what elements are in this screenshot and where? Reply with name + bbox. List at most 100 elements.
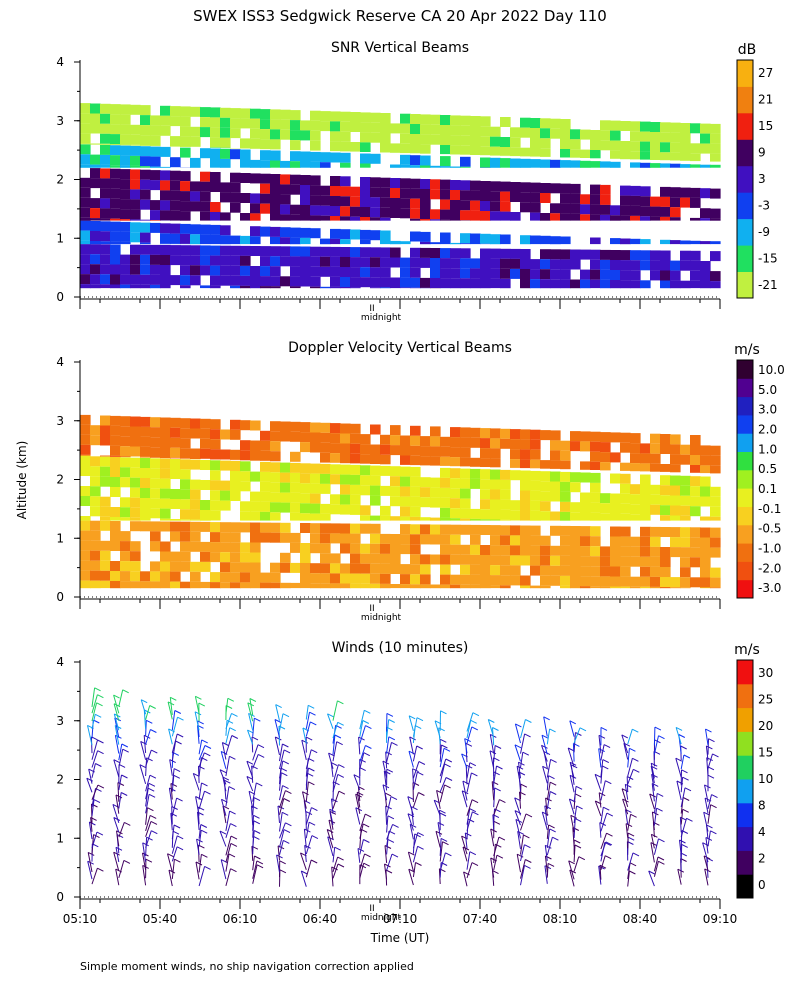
heatmap-cell	[630, 587, 641, 589]
wind-barb	[627, 777, 628, 793]
wind-barb-flag	[525, 720, 531, 723]
heatmap-cell	[330, 229, 341, 239]
heatmap-cell	[390, 544, 401, 554]
heatmap-cell	[250, 512, 261, 521]
heatmap-cell	[330, 176, 341, 186]
heatmap-cell	[80, 571, 91, 581]
wind-barb	[413, 793, 418, 808]
x-tick-label: 05:40	[143, 912, 178, 926]
heatmap-cell	[480, 259, 491, 269]
heatmap-cell	[480, 428, 491, 438]
heatmap-cell	[490, 137, 501, 147]
heatmap-cell	[440, 166, 451, 168]
wind-barb	[92, 868, 97, 884]
wind-barb-flag	[177, 798, 183, 801]
heatmap-cell	[200, 235, 211, 245]
heatmap-cell	[440, 535, 451, 545]
wind-barb-flag	[257, 861, 263, 864]
heatmap-cell	[120, 457, 131, 467]
heatmap-cell	[120, 232, 131, 242]
heatmap-cell	[170, 171, 181, 181]
heatmap-cell	[160, 167, 171, 168]
wind-barb-flag	[97, 703, 103, 706]
heatmap-cell	[240, 511, 251, 520]
heatmap-cell	[480, 126, 491, 136]
heatmap-cell	[510, 545, 521, 555]
heatmap-cell	[280, 473, 291, 483]
heatmap-cell	[460, 116, 471, 126]
heatmap-cell	[150, 561, 161, 571]
heatmap-cell	[200, 245, 211, 255]
heatmap-cell	[270, 472, 281, 482]
heatmap-cell	[190, 265, 201, 275]
heatmap-cell	[660, 217, 671, 221]
heatmap-cell	[160, 479, 171, 489]
heatmap-cell	[100, 168, 111, 178]
heatmap-cell	[700, 218, 711, 220]
wind-barb-flag	[253, 836, 259, 839]
heatmap-cell	[430, 209, 441, 219]
heatmap-cell	[330, 153, 341, 163]
heatmap-cell	[700, 445, 711, 455]
heatmap-cell	[100, 497, 111, 507]
heatmap-cell	[470, 191, 481, 201]
heatmap-cell	[680, 188, 691, 198]
heatmap-cell	[270, 421, 281, 431]
wind-barb-flag	[388, 839, 394, 842]
heatmap-cell	[590, 215, 601, 221]
heatmap-cell	[560, 269, 571, 279]
heatmap-cell	[130, 245, 141, 255]
heatmap-cell	[420, 209, 431, 219]
heatmap-cell	[200, 255, 211, 265]
heatmap-cell	[380, 564, 391, 574]
heatmap-cell	[250, 160, 261, 168]
heatmap-cell	[190, 419, 201, 429]
heatmap-cell	[480, 499, 491, 509]
heatmap-cell	[280, 563, 291, 573]
heatmap-cell	[620, 186, 631, 196]
heatmap-cell	[600, 250, 611, 260]
heatmap-cell	[370, 247, 381, 257]
heatmap-cell	[400, 497, 411, 507]
heatmap-cell	[450, 135, 461, 145]
heatmap-cell	[450, 555, 461, 565]
heatmap-cell	[510, 510, 521, 520]
heatmap-cell	[370, 207, 381, 217]
heatmap-cell	[400, 278, 411, 288]
heatmap-cell	[460, 190, 471, 200]
heatmap-cell	[350, 267, 361, 277]
heatmap-cell	[420, 199, 431, 209]
wind-barb-flag	[713, 754, 719, 757]
wind-barb-flag	[495, 746, 501, 749]
heatmap-cell	[670, 197, 681, 207]
heatmap-cell	[200, 522, 211, 532]
wind-barb	[677, 781, 681, 800]
heatmap-cell	[600, 503, 611, 513]
heatmap-cell	[280, 227, 291, 237]
heatmap-cell	[320, 523, 331, 533]
heatmap-cell	[300, 228, 311, 238]
heatmap-cell	[480, 458, 491, 467]
colorbar-tick-label: 15	[758, 746, 773, 760]
heatmap-cell	[710, 446, 721, 456]
heatmap-cell	[250, 492, 261, 502]
heatmap-cell	[590, 280, 601, 288]
wind-barb-flag	[306, 737, 312, 740]
heatmap-cell	[300, 432, 311, 442]
heatmap-cell	[370, 154, 381, 164]
heatmap-cell	[680, 143, 691, 153]
heatmap-cell	[480, 116, 491, 126]
heatmap-cell	[460, 278, 471, 288]
heatmap-cell	[270, 276, 281, 286]
heatmap-cell	[210, 202, 221, 212]
wind-barb-flag	[285, 823, 291, 826]
wind-barb-flag	[550, 792, 556, 795]
wind-barb-flag	[283, 714, 289, 717]
heatmap-cell	[470, 258, 481, 268]
heatmap-cell	[630, 239, 641, 244]
wind-barb-flag	[446, 759, 452, 762]
wind-barb	[199, 753, 204, 767]
heatmap-cell	[540, 491, 551, 501]
wind-barb	[114, 852, 119, 871]
wind-barb	[226, 869, 231, 886]
